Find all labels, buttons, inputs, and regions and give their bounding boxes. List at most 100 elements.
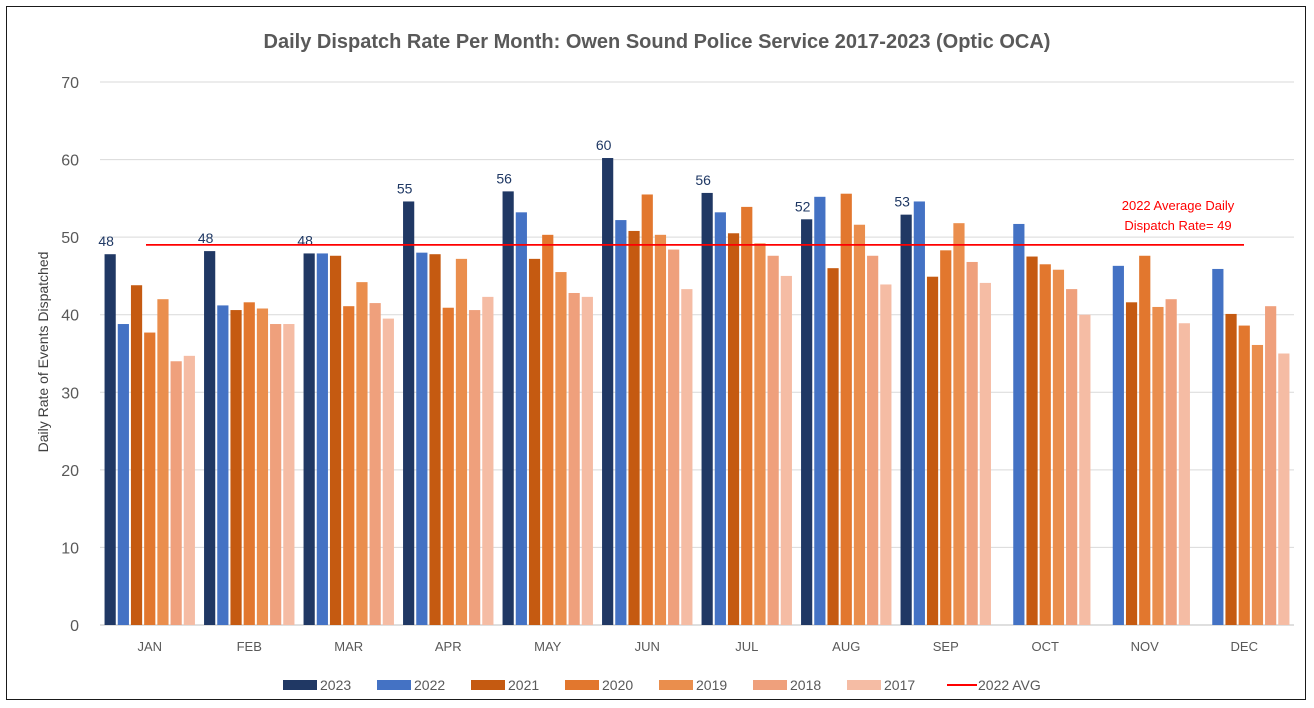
bar-2022-jun [615,220,627,625]
bar-2019-aug [853,224,866,625]
bar-2018-jan [170,361,182,625]
data-label: 55 [397,180,413,196]
legend-swatch [659,680,693,690]
bar-2017-oct [1079,314,1091,625]
bar-2021-aug [827,268,839,625]
bar-2020-aug [840,193,852,625]
bar-2021-jan [130,285,143,625]
x-tick-label: JAN [137,639,162,654]
data-label: 48 [98,233,114,249]
legend-label: 2019 [696,677,727,693]
y-axis-label: Daily Rate of Events Dispatched [35,252,51,453]
legend-label: 2023 [320,677,351,693]
bar-2023-may [502,191,514,625]
bar-2020-may [542,234,554,625]
bar-2017-feb [283,324,295,625]
bar-2018-may [568,292,580,625]
x-tick-label: FEB [237,639,262,654]
bar-2018-mar [369,303,381,625]
bar-2019-may [555,272,567,625]
bar-2023-jul [701,192,713,626]
bar-2020-jul [741,206,753,625]
x-tick-label: SEP [933,639,959,654]
bar-2017-nov [1178,323,1190,625]
y-tick-label: 60 [61,153,79,170]
bar-2018-aug [867,255,879,625]
x-tick-label: MAR [334,639,363,654]
bar-2021-may [528,258,541,625]
bar-2019-jan [157,299,169,625]
legend-swatch [753,680,787,690]
bar-2021-apr [429,254,441,626]
bar-2020-apr [442,307,454,625]
bar-2019-dec [1251,344,1264,625]
y-tick-label: 40 [61,308,79,325]
bar-2022-apr [416,252,428,625]
annotation-line-2: Dispatch Rate= 49 [1124,218,1231,233]
legend-label: 2017 [884,677,915,693]
bar-2020-dec [1238,325,1250,625]
bar-2018-sep [966,261,978,625]
x-tick-label: NOV [1131,639,1160,654]
bar-2017-aug [880,284,892,625]
legend: 2023 2022 2021 2020 2019 2018 2017 2022 AVG [283,677,1041,693]
bar-2023-mar [303,253,315,625]
legend-swatch [283,680,317,690]
data-label: 48 [297,232,313,248]
y-tick-label: 50 [61,230,79,247]
data-label: 53 [894,194,910,210]
bar-2022-aug [814,196,826,625]
bar-2018-jul [767,255,779,625]
data-label: 56 [496,170,512,186]
bar-2019-jul [754,243,766,625]
bar-2019-mar [356,282,368,625]
bar-groups [104,158,1290,626]
bar-2021-nov [1125,302,1138,625]
bar-2023-apr [403,201,415,625]
bar-2019-sep [953,223,965,625]
bar-2022-jan [117,324,129,625]
bar-2022-may [515,212,527,625]
legend-swatch [847,680,881,690]
data-label: 56 [695,172,711,188]
bar-2022-nov [1112,265,1124,625]
bar-2017-apr [482,296,494,625]
bar-2019-nov [1152,306,1164,625]
bar-2020-feb [243,302,255,625]
bar-2021-oct [1026,256,1038,625]
bar-2022-sep [913,201,925,625]
bar-2022-feb [217,305,229,625]
y-tick-label: 20 [61,463,79,480]
bar-2019-jun [654,234,667,625]
legend-label: 2020 [602,677,633,693]
bar-2017-may [581,296,593,625]
bar-2017-jul [780,275,792,625]
bar-2020-oct [1039,264,1051,625]
bar-2023-sep [900,214,912,625]
bar-2022-mar [316,253,328,625]
y-tick-label: 0 [70,618,79,635]
bar-2018-oct [1066,289,1078,625]
legend-swatch [471,680,505,690]
bar-2018-jun [668,249,680,625]
data-label: 48 [198,230,214,246]
bar-2021-jul [727,233,740,625]
bar-2019-apr [455,258,468,625]
gridlines [100,81,1294,626]
data-label: 60 [596,137,612,153]
y-tick-label: 70 [61,75,79,92]
bar-2021-jun [628,230,640,626]
x-tick-label: APR [435,639,462,654]
bar-2021-sep [926,276,939,625]
legend-label: 2018 [790,677,821,693]
bar-2023-feb [204,251,216,625]
legend-label: 2022 [414,677,445,693]
bar-2023-jan [104,254,116,626]
bar-2017-sep [979,282,991,625]
x-tick-label: MAY [534,639,562,654]
bar-2022-oct [1013,223,1025,625]
legend-label: 2021 [508,677,539,693]
y-tick-labels: 0 10 20 30 40 50 60 70 [61,75,79,635]
bar-2020-jan [144,332,156,625]
